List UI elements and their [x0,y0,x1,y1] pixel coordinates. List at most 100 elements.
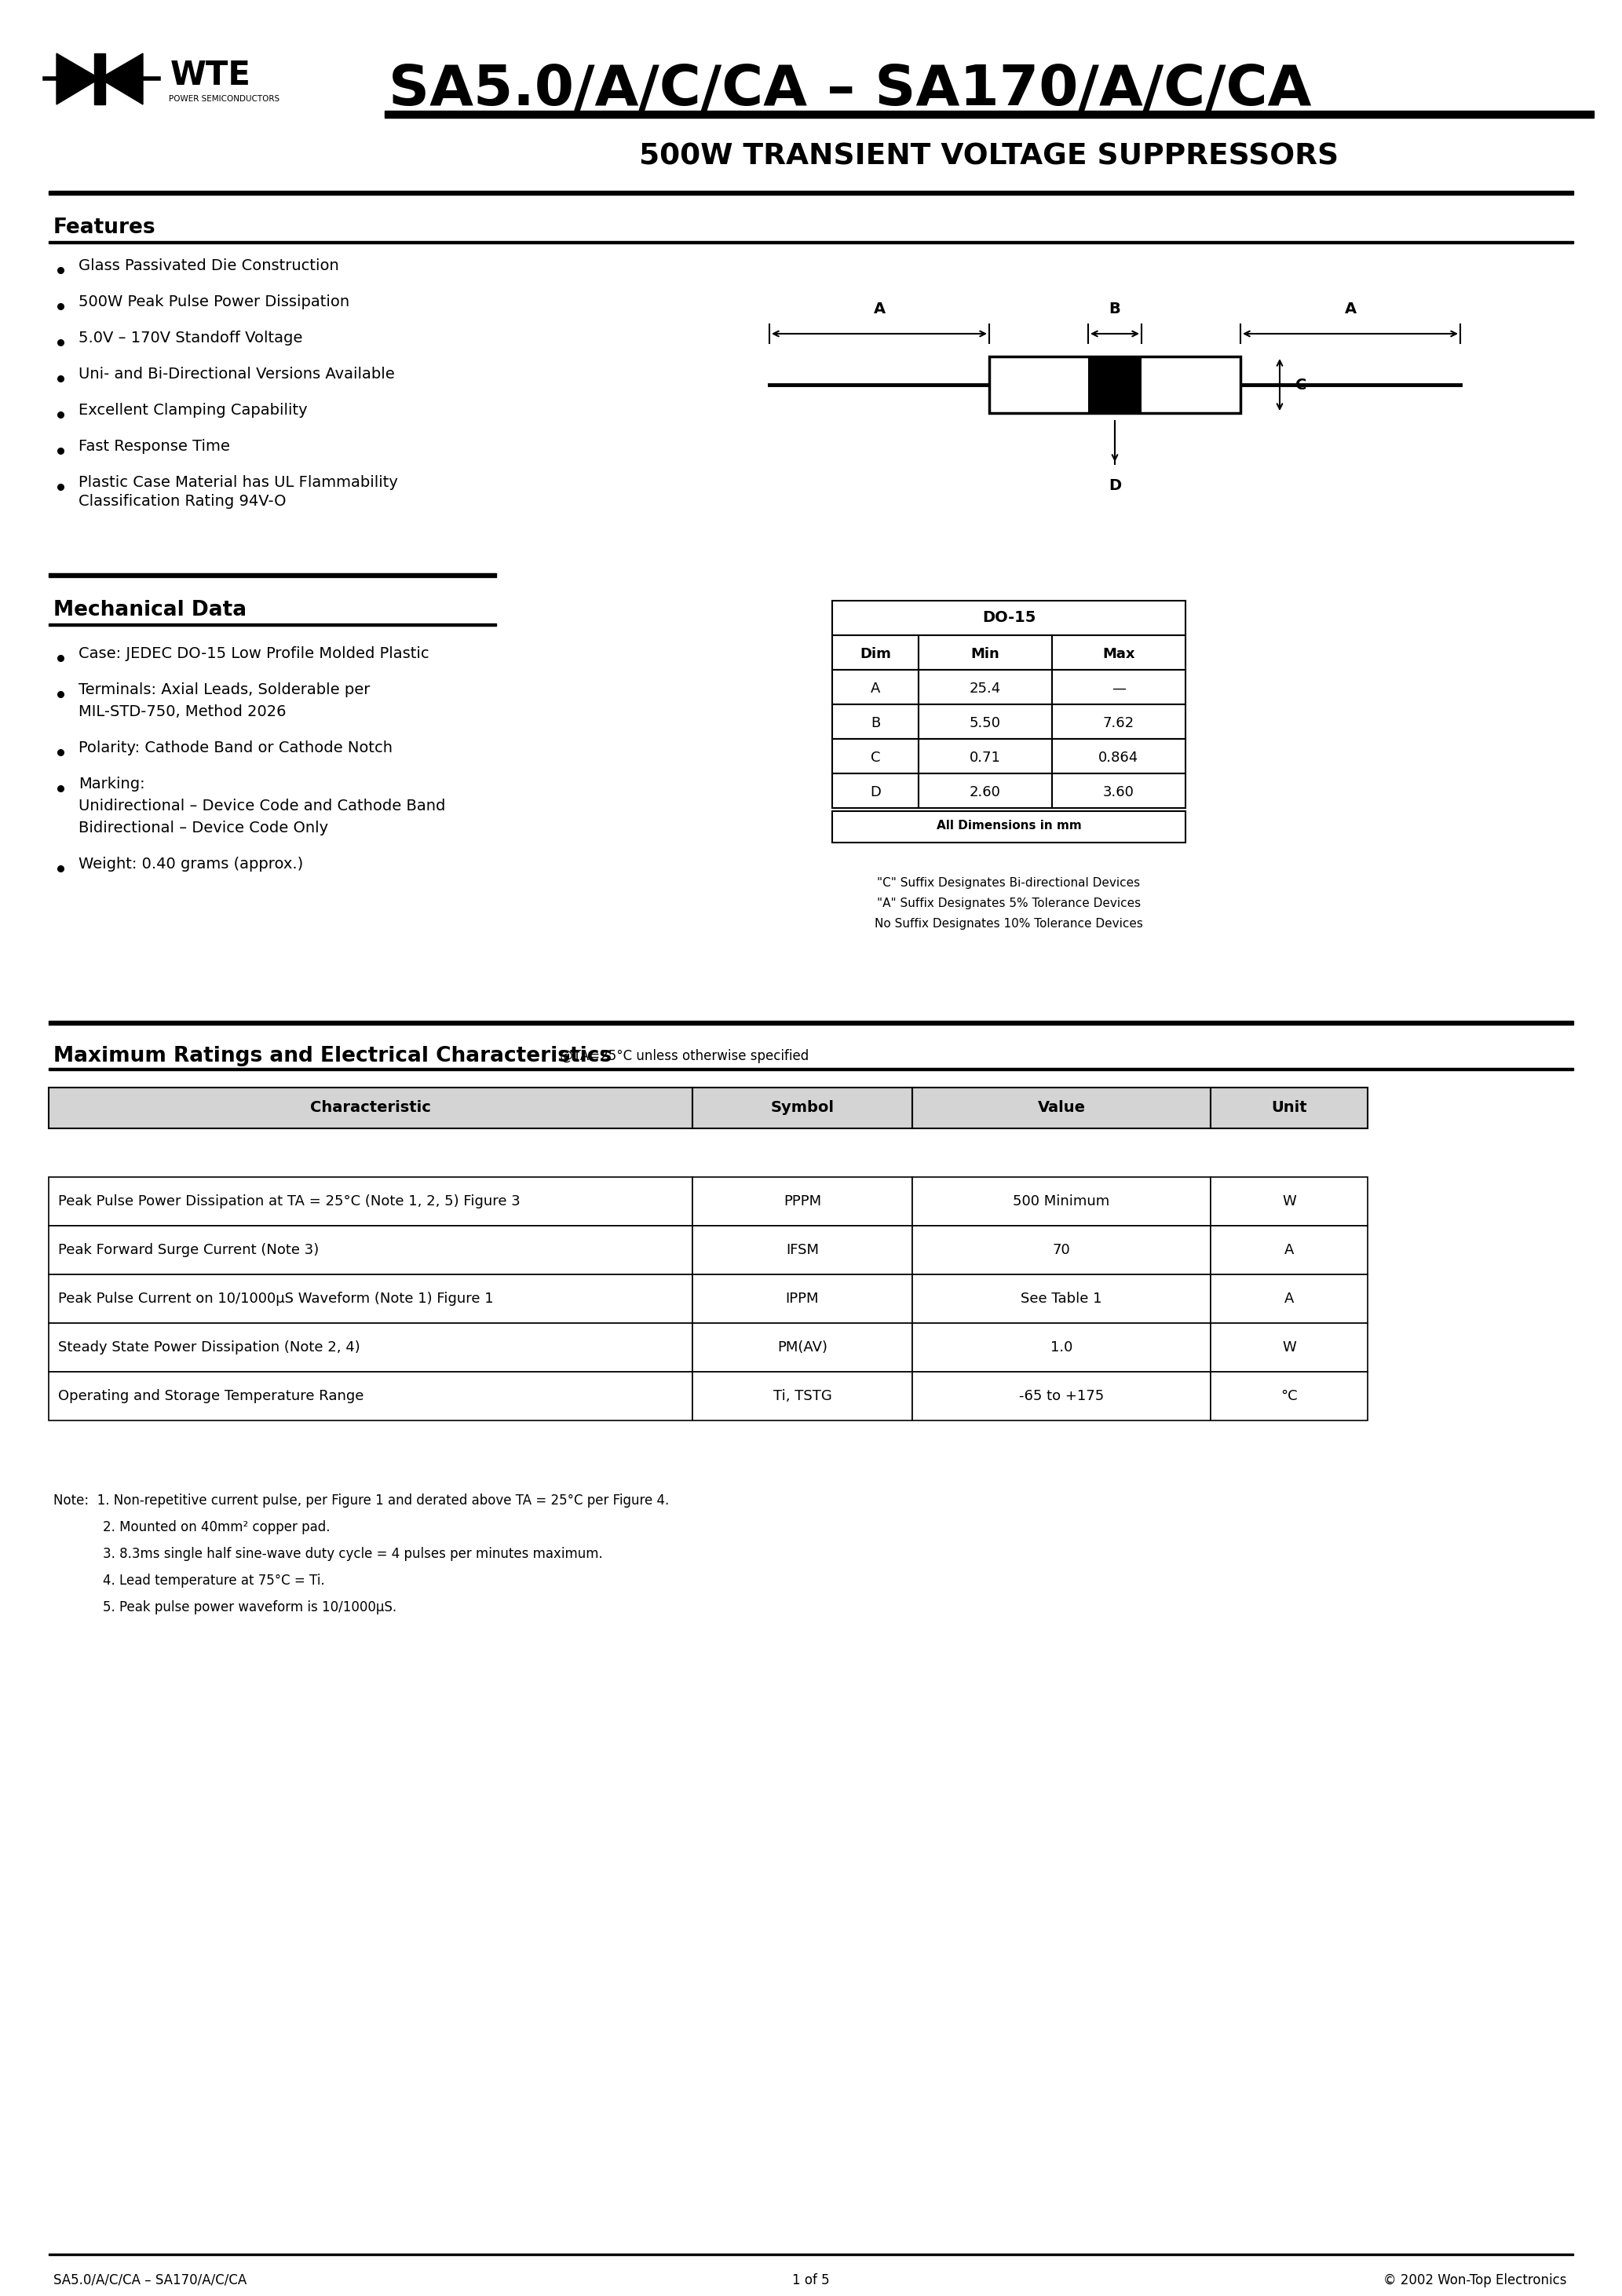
Text: Plastic Case Material has UL Flammability: Plastic Case Material has UL Flammabilit… [78,475,397,489]
Text: Unit: Unit [1272,1100,1307,1116]
Bar [832,810,1186,843]
Bar [693,1178,912,1226]
Bar [49,1022,1573,1024]
Bar [912,1178,1210,1226]
Text: A: A [871,682,881,696]
Bar [1210,1274,1367,1322]
Text: Peak Pulse Power Dissipation at TA = 25°C (Note 1, 2, 5) Figure 3: Peak Pulse Power Dissipation at TA = 25°… [58,1194,521,1208]
Text: Symbol: Symbol [770,1100,834,1116]
Text: All Dimensions in mm: All Dimensions in mm [936,820,1082,831]
Text: Min: Min [972,647,999,661]
Text: 7.62: 7.62 [1103,716,1134,730]
Bar [918,705,1053,739]
Text: DO-15: DO-15 [981,611,1036,625]
Text: Uni- and Bi-Directional Versions Available: Uni- and Bi-Directional Versions Availab… [78,367,394,381]
Text: Fast Response Time: Fast Response Time [78,439,230,455]
Text: 500W TRANSIENT VOLTAGE SUPPRESSORS: 500W TRANSIENT VOLTAGE SUPPRESSORS [639,142,1340,172]
Text: "A" Suffix Designates 5% Tolerance Devices: "A" Suffix Designates 5% Tolerance Devic… [878,898,1140,909]
Text: 0.71: 0.71 [970,751,1001,765]
Text: B: B [1109,301,1121,317]
Text: "C" Suffix Designates Bi-directional Devices: "C" Suffix Designates Bi-directional Dev… [878,877,1140,889]
Bar [1210,1322,1367,1371]
Bar [1210,1226,1367,1274]
Text: Unidirectional – Device Code and Cathode Band: Unidirectional – Device Code and Cathode… [78,799,446,813]
Text: C: C [1296,377,1307,393]
Bar [1053,739,1186,774]
Bar [1053,636,1186,670]
Text: Features: Features [54,218,156,239]
Bar [1053,670,1186,705]
Text: Case: JEDEC DO-15 Low Profile Molded Plastic: Case: JEDEC DO-15 Low Profile Molded Pla… [78,647,430,661]
Bar [49,1371,693,1421]
Text: Terminals: Axial Leads, Solderable per: Terminals: Axial Leads, Solderable per [78,682,370,698]
Text: Note:  1. Non-repetitive current pulse, per Figure 1 and derated above TA = 25°C: Note: 1. Non-repetitive current pulse, p… [54,1492,670,1508]
Text: -65 to +175: -65 to +175 [1019,1389,1105,1403]
Bar [918,636,1053,670]
Bar [49,191,1573,195]
Text: 2. Mounted on 40mm² copper pad.: 2. Mounted on 40mm² copper pad. [54,1520,331,1534]
Bar [989,356,1241,413]
Text: 2.60: 2.60 [970,785,1001,799]
Bar [918,670,1053,705]
Bar [693,1322,912,1371]
Text: W: W [1281,1341,1296,1355]
Text: 5.0V – 170V Standoff Voltage: 5.0V – 170V Standoff Voltage [78,331,303,344]
Bar [94,53,105,103]
Text: 500W Peak Pulse Power Dissipation: 500W Peak Pulse Power Dissipation [78,294,349,310]
Text: 0.864: 0.864 [1098,751,1139,765]
Text: IPPM: IPPM [785,1293,819,1306]
Text: See Table 1: See Table 1 [1020,1293,1101,1306]
Text: Classification Rating 94V-O: Classification Rating 94V-O [78,494,285,507]
Bar [693,1226,912,1274]
Bar [918,774,1053,808]
Bar [912,1226,1210,1274]
Text: 70: 70 [1053,1242,1071,1258]
Bar [832,670,918,705]
Text: 3.60: 3.60 [1103,785,1134,799]
Text: 1.0: 1.0 [1051,1341,1072,1355]
Text: PM(AV): PM(AV) [777,1341,827,1355]
Text: POWER SEMICONDUCTORS: POWER SEMICONDUCTORS [169,94,279,103]
Bar [693,1274,912,1322]
Text: Peak Pulse Current on 10/1000μS Waveform (Note 1) Figure 1: Peak Pulse Current on 10/1000μS Waveform… [58,1293,493,1306]
Bar [693,1371,912,1421]
Bar [912,1322,1210,1371]
Bar [693,1088,912,1127]
Text: 500 Minimum: 500 Minimum [1014,1194,1109,1208]
Bar [832,774,918,808]
Text: A: A [1285,1242,1294,1258]
Text: °C: °C [1281,1389,1298,1403]
Bar [832,602,1186,636]
Text: —: — [1111,682,1126,696]
Text: PPPM: PPPM [783,1194,821,1208]
Text: 5. Peak pulse power waveform is 10/1000μS.: 5. Peak pulse power waveform is 10/1000μ… [54,1600,396,1614]
Text: A: A [1345,301,1356,317]
Text: 25.4: 25.4 [970,682,1001,696]
Text: 3. 8.3ms single half sine-wave duty cycle = 4 pulses per minutes maximum.: 3. 8.3ms single half sine-wave duty cycl… [54,1548,603,1561]
Text: Ti, TSTG: Ti, TSTG [774,1389,832,1403]
Text: C: C [871,751,881,765]
Text: Characteristic: Characteristic [310,1100,431,1116]
Bar [49,1322,693,1371]
Bar [49,1178,693,1226]
Bar [384,110,1594,117]
Text: Marking:: Marking: [78,776,144,792]
Text: 4. Lead temperature at 75°C = Ti.: 4. Lead temperature at 75°C = Ti. [54,1573,324,1589]
Text: 1 of 5: 1 of 5 [792,2273,830,2287]
Text: Glass Passivated Die Construction: Glass Passivated Die Construction [78,257,339,273]
Bar [1210,1371,1367,1421]
Bar [912,1088,1210,1127]
Text: Max: Max [1103,647,1135,661]
Bar [49,574,496,576]
Bar [832,705,918,739]
Bar [832,739,918,774]
Text: D: D [1108,478,1121,494]
Text: @TA=25°C unless otherwise specified: @TA=25°C unless otherwise specified [556,1049,809,1063]
Bar [1210,1178,1367,1226]
Polygon shape [57,53,99,103]
Bar [912,1274,1210,1322]
Bar [1088,356,1142,413]
Bar [918,739,1053,774]
Text: SA5.0/A/C/CA – SA170/A/C/CA: SA5.0/A/C/CA – SA170/A/C/CA [389,62,1312,117]
Bar [1053,774,1186,808]
